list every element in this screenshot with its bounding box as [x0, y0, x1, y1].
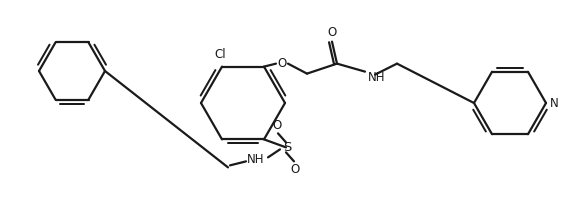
Text: O: O [290, 163, 299, 176]
Text: O: O [277, 57, 287, 70]
Text: Cl: Cl [214, 48, 226, 61]
Text: NH: NH [247, 153, 265, 166]
Text: S: S [283, 141, 291, 154]
Text: N: N [550, 96, 558, 110]
Text: O: O [272, 119, 281, 132]
Text: NH: NH [368, 71, 386, 84]
Text: O: O [327, 26, 337, 39]
